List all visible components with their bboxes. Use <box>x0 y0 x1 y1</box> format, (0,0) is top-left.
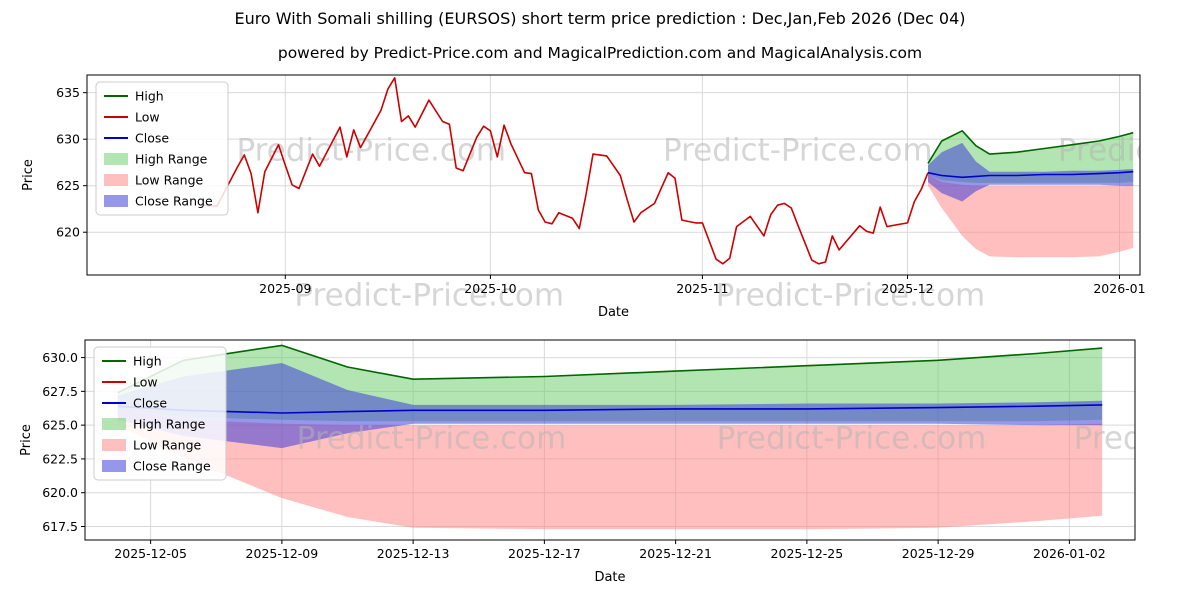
svg-text:2025-12-09: 2025-12-09 <box>246 546 319 561</box>
svg-text:620: 620 <box>56 225 80 240</box>
svg-text:2025-10: 2025-10 <box>464 281 516 296</box>
prediction-detail-chart: Predict-Price.com Predict-Price.com Predic… <box>19 339 1200 585</box>
svg-text:2025-12-25: 2025-12-25 <box>771 546 844 561</box>
svg-text:2025-12-29: 2025-12-29 <box>902 546 975 561</box>
svg-text:Close: Close <box>133 396 167 411</box>
svg-text:Close: Close <box>135 131 169 146</box>
svg-text:2025-09: 2025-09 <box>259 281 311 296</box>
svg-text:2025-12-13: 2025-12-13 <box>377 546 450 561</box>
svg-text:High: High <box>133 354 162 369</box>
svg-text:Predict-Price.com: Predict-Price.com <box>716 278 986 314</box>
svg-text:630: 630 <box>56 132 80 147</box>
svg-text:Date: Date <box>594 570 625 585</box>
svg-text:Predict-Price.com: Predict-Price.com <box>663 133 933 169</box>
svg-text:High Range: High Range <box>135 152 208 167</box>
svg-text:2025-12: 2025-12 <box>881 281 933 296</box>
svg-text:Predict-Price.com: Predict-Price.com <box>717 421 987 457</box>
history-price-chart: Predict-Price.com Predict-Price.com Predic… <box>21 74 1200 320</box>
svg-text:Low: Low <box>135 110 160 125</box>
chart-title: Euro With Somali shilling (EURSOS) short… <box>234 9 966 28</box>
svg-text:Predict-Price.com: Predict-Price.com <box>294 278 564 314</box>
svg-text:High: High <box>135 89 164 104</box>
svg-text:625: 625 <box>56 178 80 193</box>
svg-text:High Range: High Range <box>133 417 206 432</box>
svg-text:625.0: 625.0 <box>42 418 78 433</box>
svg-text:Price: Price <box>19 424 34 456</box>
svg-text:635: 635 <box>56 85 80 100</box>
svg-text:Low Range: Low Range <box>133 438 202 453</box>
svg-text:2026-01: 2026-01 <box>1093 281 1145 296</box>
svg-text:Predict-Price.com: Predict-Price.com <box>1074 421 1200 457</box>
svg-text:Predict-Price.com: Predict-Price.com <box>236 133 506 169</box>
svg-text:Predict-Price.com: Predict-Price.com <box>297 421 567 457</box>
svg-text:620.0: 620.0 <box>42 485 78 500</box>
svg-text:Date: Date <box>598 305 629 320</box>
svg-text:630.0: 630.0 <box>42 350 78 365</box>
svg-text:622.5: 622.5 <box>42 451 78 466</box>
svg-text:Low: Low <box>133 375 158 390</box>
svg-text:627.5: 627.5 <box>42 384 78 399</box>
svg-text:Price: Price <box>21 159 36 191</box>
svg-text:2025-12-05: 2025-12-05 <box>114 546 187 561</box>
svg-text:Close Range: Close Range <box>135 194 213 209</box>
svg-text:2026-01-02: 2026-01-02 <box>1033 546 1106 561</box>
svg-text:617.5: 617.5 <box>42 519 78 534</box>
svg-text:2025-12-21: 2025-12-21 <box>639 546 712 561</box>
svg-text:2025-11: 2025-11 <box>676 281 728 296</box>
svg-text:Predict-Price.com: Predict-Price.com <box>1058 133 1200 169</box>
chart-subtitle: powered by Predict-Price.com and Magical… <box>277 44 923 62</box>
svg-text:2025-12-17: 2025-12-17 <box>508 546 581 561</box>
svg-text:Low Range: Low Range <box>135 173 204 188</box>
svg-text:Close Range: Close Range <box>133 459 211 474</box>
